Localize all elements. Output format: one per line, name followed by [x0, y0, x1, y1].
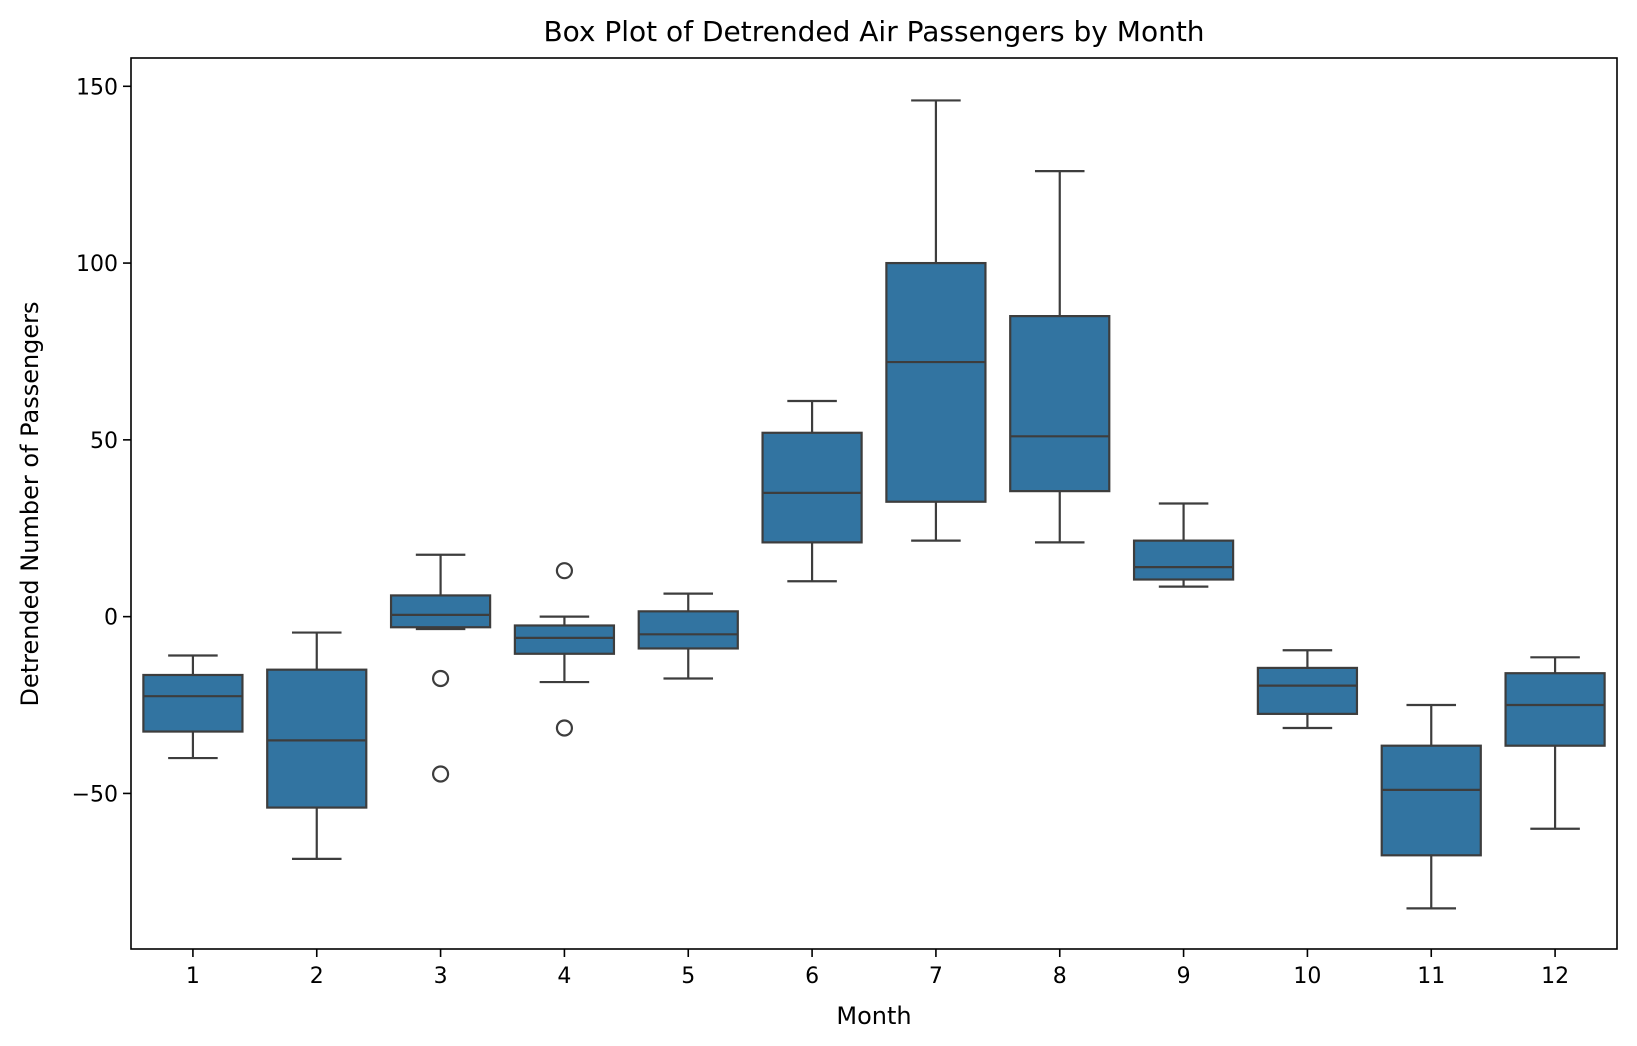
- x-tick-label: 12: [1541, 964, 1569, 989]
- y-axis-label: Detrended Number of Passengers: [16, 301, 44, 706]
- x-tick-label: 1: [186, 964, 200, 989]
- x-tick-label: 9: [1177, 964, 1191, 989]
- box-iqr: [1380, 744, 1482, 857]
- axes-frame: [130, 57, 1618, 950]
- box-iqr: [1256, 666, 1359, 715]
- box-iqr: [513, 624, 616, 655]
- x-axis-label: Month: [836, 1002, 911, 1030]
- box-iqr: [142, 673, 244, 733]
- x-tick-label: 5: [681, 964, 695, 989]
- y-tick-label: 100: [76, 252, 118, 277]
- y-tick-label: 150: [76, 75, 118, 100]
- outlier-point: [555, 562, 574, 580]
- chart-title: Box Plot of Detrended Air Passengers by …: [543, 15, 1204, 48]
- box-iqr: [885, 261, 987, 503]
- x-tick-label: 4: [557, 964, 571, 989]
- x-tick-label: 7: [929, 964, 943, 989]
- x-tick-label: 6: [805, 964, 819, 989]
- y-tick-label: −50: [72, 782, 118, 807]
- box-iqr: [1009, 315, 1111, 493]
- x-tick-label: 11: [1417, 964, 1445, 989]
- box-iqr: [1504, 672, 1606, 747]
- x-tick-label: 3: [434, 964, 448, 989]
- outlier-point: [555, 719, 574, 737]
- x-tick-label: 10: [1293, 964, 1321, 989]
- box-iqr: [637, 610, 739, 650]
- x-tick-label: 2: [310, 964, 324, 989]
- outlier-point: [431, 765, 450, 783]
- box-iqr: [1132, 539, 1235, 581]
- x-tick-label: 8: [1053, 964, 1067, 989]
- y-tick-label: 0: [104, 606, 118, 631]
- outlier-point: [431, 669, 450, 688]
- box-iqr: [266, 668, 368, 809]
- box-iqr: [389, 594, 492, 629]
- box-iqr: [761, 431, 863, 544]
- y-tick-label: 50: [90, 429, 118, 454]
